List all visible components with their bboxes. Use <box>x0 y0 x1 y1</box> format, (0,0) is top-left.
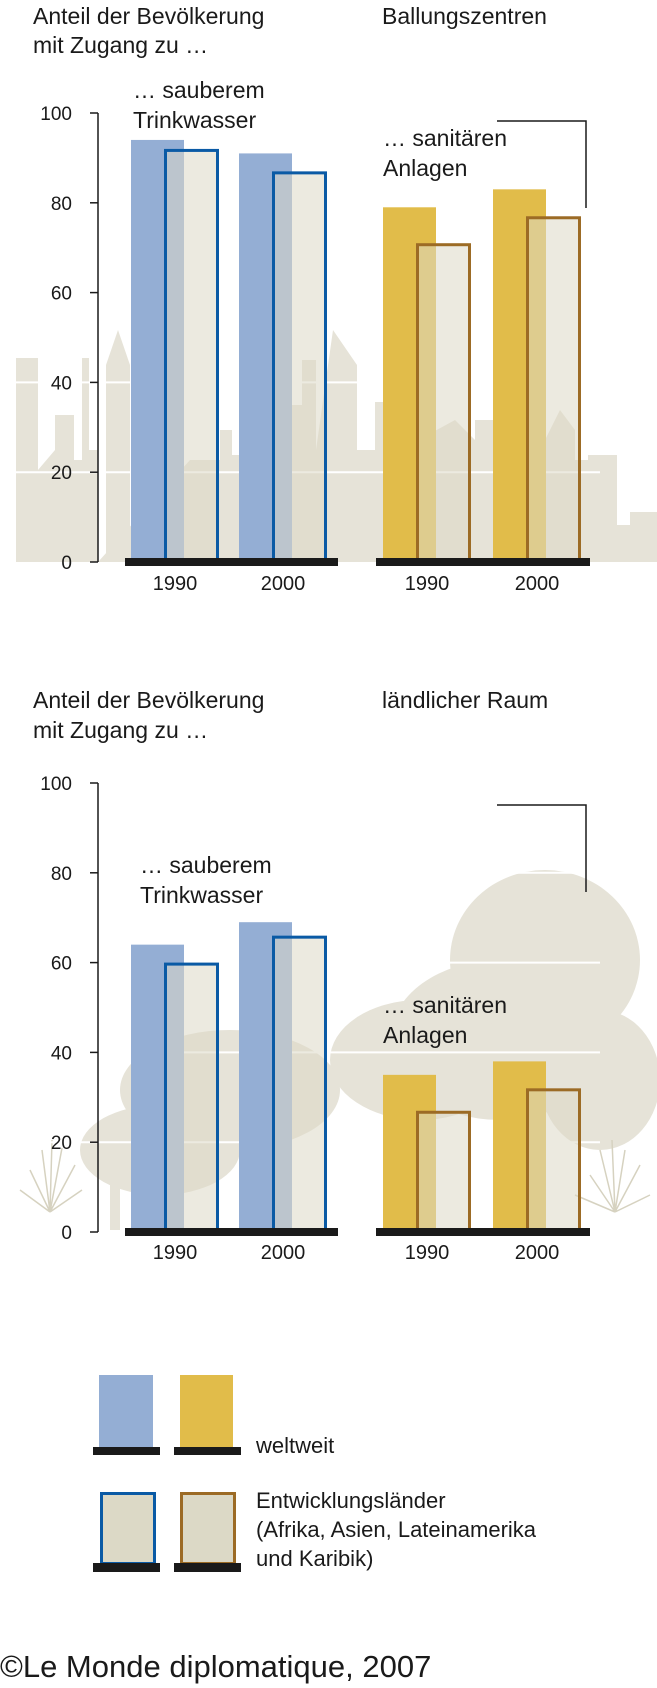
y-tick-label: 100 <box>40 104 72 125</box>
legend-label-world: weltweit <box>255 1433 334 1458</box>
shrub-right-icon <box>574 1139 651 1213</box>
bar-water-dev-2000 <box>272 935 327 1234</box>
x-tick-label: 2000 <box>515 1242 560 1264</box>
y-tick-label: 20 <box>51 463 72 484</box>
chart-title-line2: mit Zugang zu … <box>33 32 208 58</box>
legend-swatch-sanitation-dev <box>180 1492 236 1565</box>
chart-subtitle: Ballungszentren <box>382 3 547 29</box>
y-tick-label: 0 <box>61 1223 72 1244</box>
group-label-line2: Anlagen <box>383 1022 467 1048</box>
group-label-line1: … sanitären <box>383 992 507 1018</box>
legend-swatch-sanitation-world <box>180 1375 233 1447</box>
legend: weltweit Entwicklungsländer (Afrika, Asi… <box>93 1375 537 1572</box>
y-tick-label: 60 <box>51 284 72 305</box>
legend-label-dev-2: (Afrika, Asien, Lateinamerika <box>256 1517 537 1542</box>
baseline <box>376 1228 590 1236</box>
bar-water-dev-1990 <box>164 148 219 564</box>
y-tick-label: 20 <box>51 1133 72 1154</box>
bar-water-dev-1990 <box>164 962 219 1234</box>
shrub-left-icon <box>19 1139 83 1213</box>
baseline <box>376 558 590 566</box>
bar-water-dev-2000 <box>272 171 327 564</box>
bracket-line <box>497 120 587 208</box>
chart-title-line1: Anteil der Bevölkerung <box>33 687 264 713</box>
group-label-line1: … sauberem <box>133 77 265 103</box>
y-tick-label: 100 <box>40 774 72 795</box>
chart-1: Anteil der Bevölkerung mit Zugang zu … Bal… <box>16 3 600 595</box>
legend-baseline <box>174 1447 241 1455</box>
legend-label-dev-3: und Karibik) <box>256 1546 373 1571</box>
group-label-line2: Anlagen <box>383 155 467 181</box>
bar-sanitation-dev-1990 <box>416 1110 471 1234</box>
baseline <box>125 558 338 566</box>
y-tick-label: 40 <box>51 373 72 394</box>
y-tick-label: 0 <box>61 553 72 574</box>
chart-2: Anteil der Bevölkerung mit Zugang zu … län… <box>16 687 600 1264</box>
legend-baseline <box>93 1563 160 1572</box>
chart-subtitle: ländlicher Raum <box>382 687 548 713</box>
bar-sanitation-dev-2000 <box>526 216 581 564</box>
legend-label-dev-1: Entwicklungsländer <box>256 1488 446 1513</box>
x-tick-label: 2000 <box>515 573 560 595</box>
bracket-line <box>497 804 587 892</box>
y-tick-label: 40 <box>51 1043 72 1064</box>
y-tick-label: 80 <box>51 194 72 215</box>
legend-baseline <box>93 1447 160 1455</box>
chart-title-line1: Anteil der Bevölkerung <box>33 3 264 29</box>
bar-sanitation-dev-1990 <box>416 243 471 564</box>
chart-title-line2: mit Zugang zu … <box>33 717 208 743</box>
y-tick-label: 60 <box>51 954 72 975</box>
x-tick-label: 1990 <box>153 573 198 595</box>
bar-sanitation-dev-2000 <box>526 1088 581 1234</box>
baseline <box>125 1228 338 1236</box>
group-label-line2: Trinkwasser <box>133 107 256 133</box>
group-label-line1: … sanitären <box>383 125 507 151</box>
x-tick-label: 2000 <box>261 573 306 595</box>
x-tick-label: 1990 <box>153 1242 198 1264</box>
copyright: ©Le Monde diplomatique, 2007 <box>0 1649 431 1684</box>
group-label-line2: Trinkwasser <box>140 882 263 908</box>
y-tick-label: 80 <box>51 864 72 885</box>
legend-swatch-water-world <box>99 1375 153 1447</box>
x-tick-label: 2000 <box>261 1242 306 1264</box>
x-tick-label: 1990 <box>405 573 450 595</box>
group-label-line1: … sauberem <box>140 852 272 878</box>
x-tick-label: 1990 <box>405 1242 450 1264</box>
legend-baseline <box>174 1563 241 1572</box>
legend-swatch-water-dev <box>100 1492 156 1565</box>
